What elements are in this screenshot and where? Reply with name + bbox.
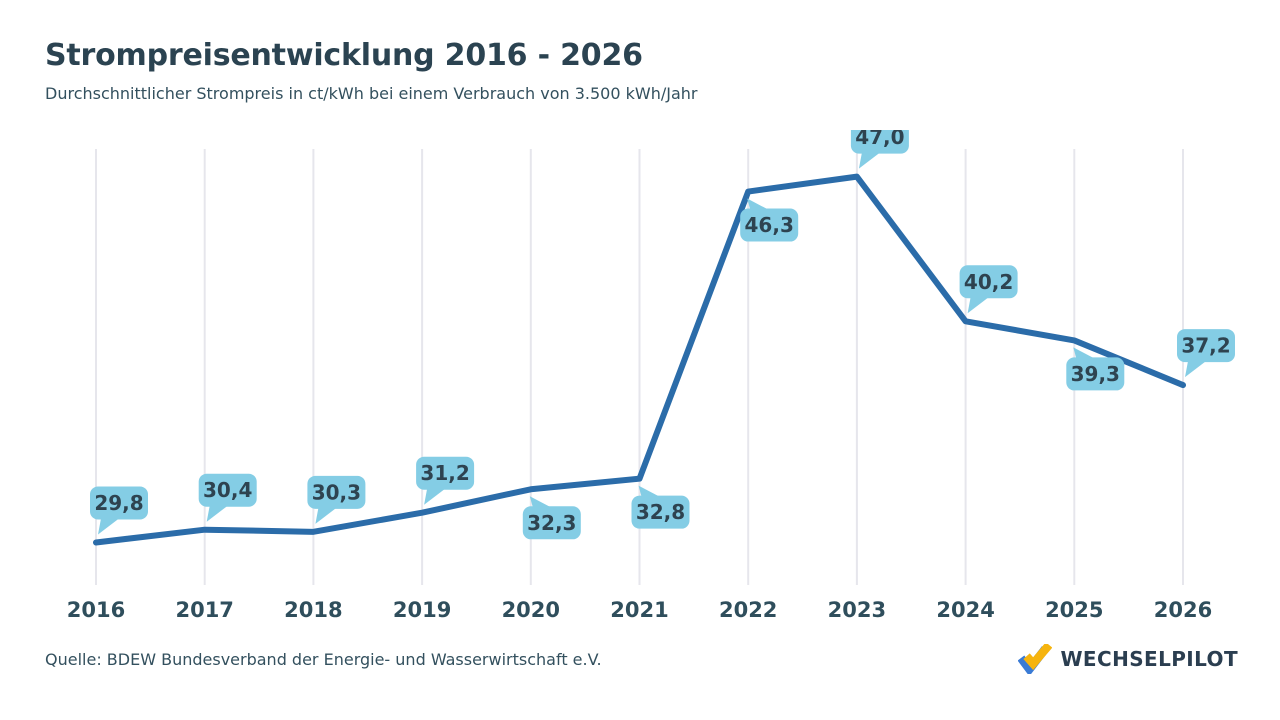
bubble-box <box>850 130 909 154</box>
bubble-tail <box>1073 347 1095 359</box>
bubble-box <box>198 473 257 507</box>
bubble-tail <box>858 152 880 169</box>
data-label: 29,8 <box>94 491 143 515</box>
bubble-box <box>1177 329 1235 363</box>
bubble-tail <box>206 505 228 522</box>
data-label-bubble: 31,2 <box>416 456 475 505</box>
data-label-bubble: 39,3 <box>1066 347 1125 391</box>
bubble-tail <box>315 507 337 524</box>
bubble-box <box>1066 357 1125 391</box>
bubble-box <box>959 265 1018 299</box>
data-label-bubble: 29,8 <box>90 486 148 535</box>
data-label: 32,8 <box>636 500 685 524</box>
data-label-bubble: 37,2 <box>1177 329 1235 378</box>
wechselpilot-logo: WECHSELPILOT <box>1018 644 1238 674</box>
page-subtitle: Durchschnittlicher Strompreis in ct/kWh … <box>45 84 698 103</box>
data-label: 30,4 <box>203 478 252 502</box>
x-axis-label: 2026 <box>1154 598 1212 622</box>
bubble-tail <box>1185 361 1206 378</box>
x-axis-label: 2025 <box>1045 598 1103 622</box>
data-label: 37,2 <box>1181 334 1230 358</box>
bubble-tail <box>747 198 769 210</box>
x-axis-label: 2023 <box>828 598 886 622</box>
x-axis-label: 2016 <box>67 598 125 622</box>
data-label: 32,3 <box>527 511 576 535</box>
bubble-tail <box>529 496 551 508</box>
bubble-box <box>90 486 148 520</box>
chart-svg: 2016 2017 2018 2019 2020 2021 2022 2023 2024 2025… <box>67 130 1235 622</box>
price-line <box>93 173 1186 546</box>
chart-footer: Quelle: BDEW Bundesverband der Energie- … <box>45 644 1238 674</box>
logo-text: WECHSELPILOT <box>1060 647 1238 671</box>
bubble-tail <box>638 485 660 497</box>
bubble-box <box>740 208 799 242</box>
data-label-bubble: 30,3 <box>307 475 366 524</box>
chart-header: Strompreisentwicklung 2016 - 2026 Durchs… <box>45 38 697 103</box>
x-axis-label: 2018 <box>284 598 342 622</box>
bubble-tail <box>424 488 446 505</box>
x-axis-label: 2020 <box>502 598 560 622</box>
data-label-bubble: 46,3 <box>740 198 799 242</box>
bubble-box <box>307 475 366 509</box>
data-label: 30,3 <box>312 480 361 504</box>
data-label: 40,2 <box>964 270 1013 294</box>
data-label-bubble: 30,4 <box>198 473 257 522</box>
bubble-tail <box>967 297 989 314</box>
data-label: 39,3 <box>1071 362 1120 386</box>
x-axis-label: 2022 <box>719 598 777 622</box>
data-label-bubble: 47,0 <box>850 130 909 169</box>
x-axis-label: 2021 <box>610 598 668 622</box>
data-label-bubble: 32,3 <box>522 496 581 540</box>
x-axis-label: 2024 <box>936 598 994 622</box>
bubble-tail <box>98 518 119 535</box>
bubble-box <box>631 495 690 529</box>
source-note: Quelle: BDEW Bundesverband der Energie- … <box>45 649 602 669</box>
data-label: 46,3 <box>745 213 794 237</box>
check-yellow-stroke <box>1023 644 1053 671</box>
x-axis-label: 2017 <box>175 598 233 622</box>
data-label-bubble: 40,2 <box>959 265 1018 314</box>
double-checkmark-icon <box>1018 644 1053 674</box>
bubble-box <box>416 456 475 490</box>
data-label: 31,2 <box>420 461 469 485</box>
line-chart: 2016 2017 2018 2019 2020 2021 2022 2023 2024 2025… <box>0 130 1280 640</box>
data-label: 47,0 <box>855 130 904 149</box>
bubble-box <box>522 506 581 540</box>
data-label-bubble: 32,8 <box>631 485 690 529</box>
page-title: Strompreisentwicklung 2016 - 2026 <box>45 38 643 73</box>
x-axis-label: 2019 <box>393 598 451 622</box>
